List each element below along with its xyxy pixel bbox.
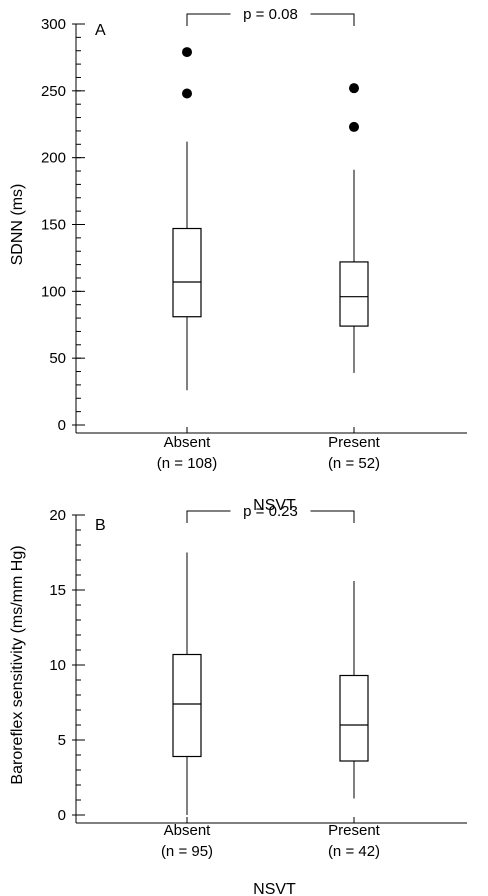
group-label: Absent — [164, 434, 212, 451]
group-label: Present — [328, 434, 381, 451]
y-tick-label: 15 — [49, 582, 66, 599]
box-iqr — [172, 227, 202, 318]
y-axis-label: Baroreflex sensitivity (ms/mm Hg) — [9, 545, 26, 784]
group-n-label: (n = 42) — [328, 843, 380, 860]
bracket-right — [310, 510, 355, 523]
outlier-point — [182, 88, 192, 99]
y-tick-label: 250 — [41, 83, 66, 100]
box-iqr — [339, 674, 369, 762]
y-axis-label: SDNN (ms) — [9, 184, 26, 266]
p-value-annotation: p = 0.08 — [243, 6, 298, 23]
box-iqr — [339, 261, 369, 327]
bracket-left — [186, 510, 231, 523]
panel-label: B — [95, 517, 106, 534]
y-tick-label: 20 — [49, 507, 66, 524]
group-label: Absent — [164, 822, 212, 839]
y-tick-label: 5 — [58, 732, 66, 749]
y-tick-label: 50 — [49, 350, 66, 367]
group-n-label: (n = 95) — [161, 843, 213, 860]
x-axis-label: NSVT — [253, 881, 296, 896]
y-tick-label: 300 — [41, 16, 66, 33]
bracket-left — [186, 13, 231, 26]
bracket-right — [310, 13, 355, 26]
group-n-label: (n = 108) — [157, 455, 217, 472]
outlier-point — [349, 83, 359, 94]
y-tick-label: 200 — [41, 150, 66, 167]
y-tick-label: 0 — [58, 807, 66, 824]
outlier-point — [349, 121, 359, 132]
outlier-point — [182, 47, 192, 58]
y-tick-label: 10 — [49, 657, 66, 674]
x-axis-label: NSVT — [253, 497, 296, 514]
y-tick-label: 150 — [41, 217, 66, 234]
box-iqr — [172, 653, 202, 758]
y-tick-label: 0 — [58, 417, 66, 434]
p-value-annotation: p = 0.23 — [243, 503, 298, 520]
panel-label: A — [95, 22, 106, 39]
y-tick-label: 100 — [41, 283, 66, 300]
group-label: Present — [328, 822, 381, 839]
group-n-label: (n = 52) — [328, 455, 380, 472]
